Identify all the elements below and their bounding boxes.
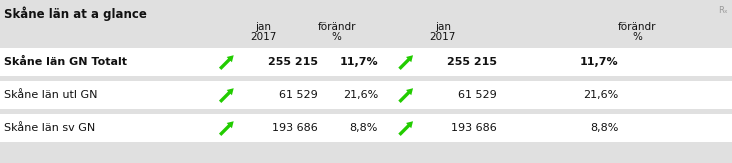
Text: 61 529: 61 529 <box>279 90 318 100</box>
Text: 21,6%: 21,6% <box>583 90 619 100</box>
Text: 8,8%: 8,8% <box>350 123 378 133</box>
Text: 255 215: 255 215 <box>267 57 318 67</box>
Text: förändr: förändr <box>318 22 356 32</box>
Text: %: % <box>632 32 642 42</box>
Text: 193 686: 193 686 <box>272 123 318 133</box>
Text: 11,7%: 11,7% <box>340 57 378 67</box>
Text: Rₓ: Rₓ <box>718 6 728 15</box>
Text: 21,6%: 21,6% <box>343 90 378 100</box>
Text: Skåne län GN Totalt: Skåne län GN Totalt <box>4 57 127 67</box>
Text: 8,8%: 8,8% <box>590 123 619 133</box>
Text: 2017: 2017 <box>250 32 277 42</box>
Polygon shape <box>219 55 234 70</box>
Text: 255 215: 255 215 <box>447 57 497 67</box>
Polygon shape <box>398 121 413 136</box>
Polygon shape <box>219 121 234 136</box>
Bar <box>0 81 732 109</box>
Text: 193 686: 193 686 <box>451 123 497 133</box>
Polygon shape <box>219 88 234 103</box>
Text: 11,7%: 11,7% <box>580 57 619 67</box>
Polygon shape <box>398 88 413 103</box>
Bar <box>0 48 732 76</box>
Text: Skåne län utl GN: Skåne län utl GN <box>4 90 97 100</box>
Text: förändr: förändr <box>618 22 656 32</box>
Text: Skåne län at a glance: Skåne län at a glance <box>4 6 146 21</box>
Text: Skåne län sv GN: Skåne län sv GN <box>4 123 95 133</box>
Polygon shape <box>398 55 413 70</box>
Bar <box>0 114 732 142</box>
Text: jan: jan <box>435 22 451 32</box>
Text: %: % <box>332 32 342 42</box>
Text: 2017: 2017 <box>430 32 456 42</box>
Text: 61 529: 61 529 <box>458 90 497 100</box>
Text: jan: jan <box>255 22 272 32</box>
